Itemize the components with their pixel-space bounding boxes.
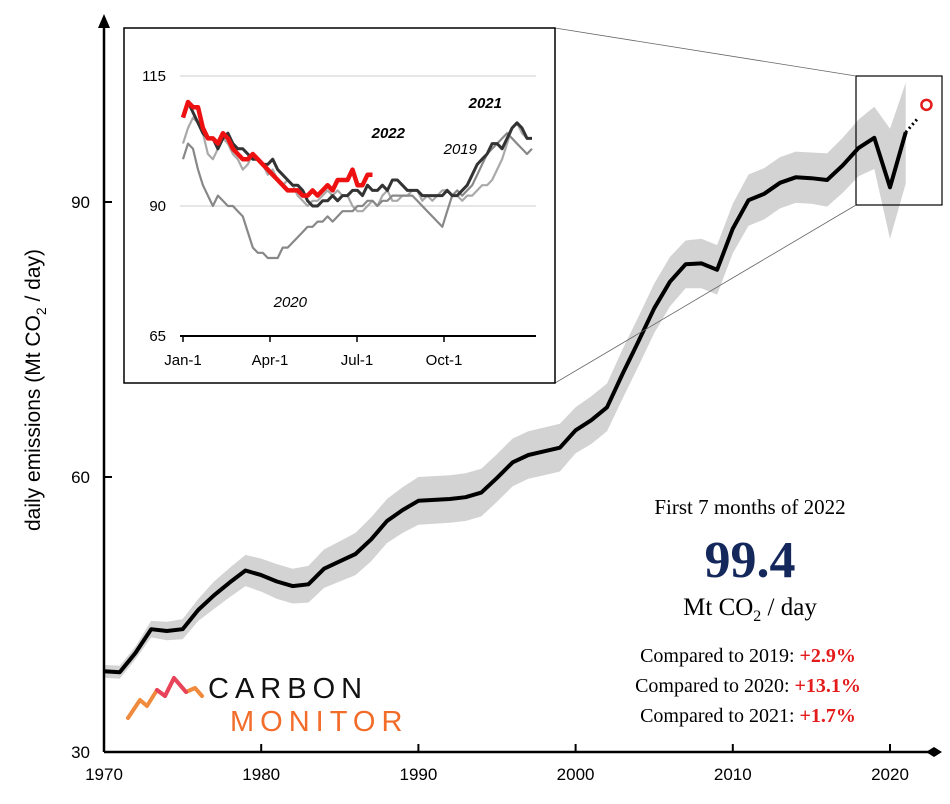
- carbon-monitor-logo: CARBON MONITOR: [126, 673, 408, 738]
- inset-x-tick-label: Jan-1: [164, 352, 202, 369]
- inset-series-2020: [181, 132, 533, 260]
- x-tick-label: 1980: [242, 765, 280, 784]
- info-heading: First 7 months of 2022: [654, 495, 845, 519]
- label-2021: 2021: [468, 95, 502, 112]
- info-value: 99.4: [705, 532, 796, 589]
- x-axis-arrow-icon: [926, 747, 942, 757]
- inset-chart: 65 90 115 Jan-1 Apr-1 Jul-1 Oct-1 2021 2022 2…: [123, 27, 556, 384]
- y-tick-label: 30: [71, 743, 90, 762]
- info-block: First 7 months of 2022 99.4 Mt CO2 / day…: [635, 495, 861, 727]
- inset-y-tick-label: 90: [149, 198, 166, 215]
- label-2020: 2020: [273, 294, 308, 311]
- label-2022: 2022: [371, 125, 406, 142]
- x-tick-label: 2000: [557, 765, 595, 784]
- zoom-connector-bottom: [554, 204, 857, 384]
- y-axis-label: daily emissions (Mt CO2 / day): [22, 249, 49, 531]
- logo-text-monitor: MONITOR: [230, 706, 408, 738]
- x-tick-label: 1970: [85, 765, 123, 784]
- y-tick-group: 30 60 90: [71, 193, 112, 762]
- y-axis-arrow-icon: [98, 14, 110, 28]
- label-2019: 2019: [443, 141, 478, 158]
- x-tick-group: 1970 1980 1990 2000 2010 2020: [85, 744, 909, 784]
- main-axes: 1970 1980 1990 2000 2010 2020 30 60 90: [71, 14, 942, 784]
- zoom-connector-top: [554, 27, 857, 77]
- inset-x-tick-label: Apr-1: [252, 352, 289, 369]
- inset-lines: [180, 99, 533, 260]
- comparison-2020: Compared to 2020: +13.1%: [635, 675, 861, 697]
- main-plot: [103, 82, 933, 679]
- inset-y-tick-label: 115: [142, 68, 166, 85]
- main-emissions-line: [103, 131, 908, 675]
- x-tick-label: 2020: [871, 765, 909, 784]
- logo-text-carbon: CARBON: [208, 673, 368, 705]
- inset-x-tick-label: Oct-1: [426, 352, 463, 369]
- projection-2022-point: [920, 98, 933, 112]
- y-tick-label: 60: [71, 468, 90, 487]
- comparison-2019: Compared to 2019: +2.9%: [640, 645, 856, 667]
- uncertainty-band: [104, 82, 906, 679]
- inset-series-2019: [181, 116, 532, 213]
- inset-y-tick-label: 65: [149, 328, 166, 345]
- projection-dotted-line: [904, 117, 919, 134]
- inset-x-tick-group: Jan-1 Apr-1 Jul-1 Oct-1: [164, 336, 462, 369]
- mountain-line-logo-accent-icon: [155, 676, 188, 698]
- inset-x-tick-label: Jul-1: [341, 352, 374, 369]
- x-tick-label: 2010: [714, 765, 752, 784]
- mountain-line-logo-icon: [126, 676, 204, 720]
- y-tick-label: 90: [71, 193, 90, 212]
- info-unit: Mt CO2 / day: [683, 594, 817, 625]
- comparison-2021: Compared to 2021: +1.7%: [640, 705, 856, 727]
- inset-series-2021: [181, 100, 532, 208]
- inset-y-tick-group: 65 90 115: [142, 68, 166, 345]
- zoom-rectangle: [855, 75, 943, 206]
- inset-series-2022: [180, 99, 373, 198]
- x-tick-label: 1990: [399, 765, 437, 784]
